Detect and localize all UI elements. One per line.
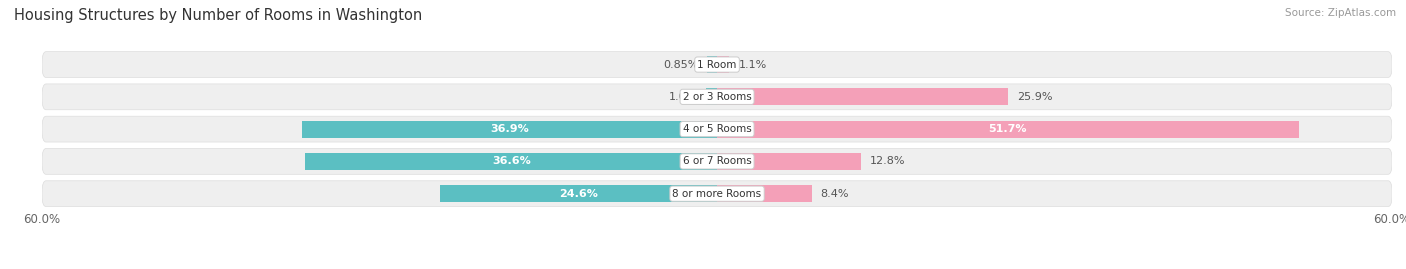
Bar: [717, 121, 1299, 137]
Bar: [707, 56, 717, 73]
Text: 2 or 3 Rooms: 2 or 3 Rooms: [683, 92, 751, 102]
FancyBboxPatch shape: [42, 52, 1392, 77]
Text: Housing Structures by Number of Rooms in Washington: Housing Structures by Number of Rooms in…: [14, 8, 422, 23]
Text: 36.9%: 36.9%: [491, 124, 529, 134]
Legend: Owner-occupied, Renter-occupied: Owner-occupied, Renter-occupied: [586, 266, 848, 269]
Bar: [717, 185, 811, 202]
FancyBboxPatch shape: [42, 116, 1392, 142]
Bar: [717, 89, 1008, 105]
Bar: [717, 153, 860, 170]
Bar: [440, 185, 717, 202]
Text: Source: ZipAtlas.com: Source: ZipAtlas.com: [1285, 8, 1396, 18]
Text: 1 Room: 1 Room: [697, 59, 737, 70]
Bar: [717, 56, 730, 73]
Bar: [706, 89, 717, 105]
Bar: [302, 121, 717, 137]
Text: 6 or 7 Rooms: 6 or 7 Rooms: [683, 156, 751, 167]
Text: 0.85%: 0.85%: [664, 59, 699, 70]
Text: 12.8%: 12.8%: [870, 156, 905, 167]
FancyBboxPatch shape: [42, 181, 1392, 207]
Text: 8.4%: 8.4%: [821, 189, 849, 199]
FancyBboxPatch shape: [42, 148, 1392, 174]
Text: 36.6%: 36.6%: [492, 156, 530, 167]
Text: 8 or more Rooms: 8 or more Rooms: [672, 189, 762, 199]
FancyBboxPatch shape: [42, 84, 1392, 110]
Bar: [305, 153, 717, 170]
Text: 1.0%: 1.0%: [669, 92, 697, 102]
Text: 25.9%: 25.9%: [1018, 92, 1053, 102]
Text: 1.1%: 1.1%: [738, 59, 766, 70]
Text: 24.6%: 24.6%: [560, 189, 598, 199]
Text: 4 or 5 Rooms: 4 or 5 Rooms: [683, 124, 751, 134]
Text: 51.7%: 51.7%: [988, 124, 1026, 134]
